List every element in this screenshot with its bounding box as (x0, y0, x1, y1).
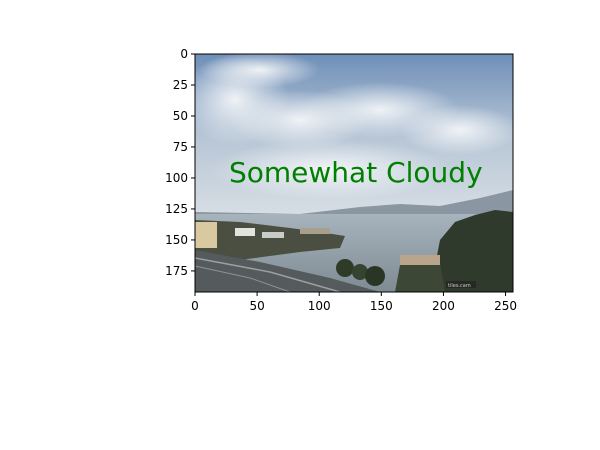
y-tick-label: 100 (165, 171, 188, 185)
y-tick-label: 75 (173, 140, 188, 154)
x-tick-label: 200 (432, 299, 455, 313)
y-tick-label: 150 (165, 233, 188, 247)
y-tick-label: 125 (165, 202, 188, 216)
road (195, 250, 380, 292)
x-tick-label: 150 (370, 299, 393, 313)
left-shore (195, 220, 345, 260)
watermark-text: tiles.cam (448, 283, 471, 289)
axes-frame (194, 53, 514, 293)
photo: tiles.cam (195, 54, 513, 292)
y-axis: 0 25 50 75 100 125 150 175 (165, 47, 195, 278)
right-shore (430, 210, 513, 292)
x-tick-label: 250 (494, 299, 517, 313)
x-tick-label: 50 (249, 299, 264, 313)
y-tick-label: 25 (173, 78, 188, 92)
y-tick-label: 175 (165, 264, 188, 278)
clouds (195, 54, 513, 200)
overlay-label: Somewhat Cloudy (229, 156, 483, 189)
x-tick-label: 100 (308, 299, 331, 313)
x-axis: 0 50 100 150 200 250 (191, 292, 517, 313)
y-tick-label: 50 (173, 109, 188, 123)
y-tick-label: 0 (180, 47, 188, 61)
x-tick-label: 0 (191, 299, 199, 313)
distant-mountains (195, 190, 513, 220)
